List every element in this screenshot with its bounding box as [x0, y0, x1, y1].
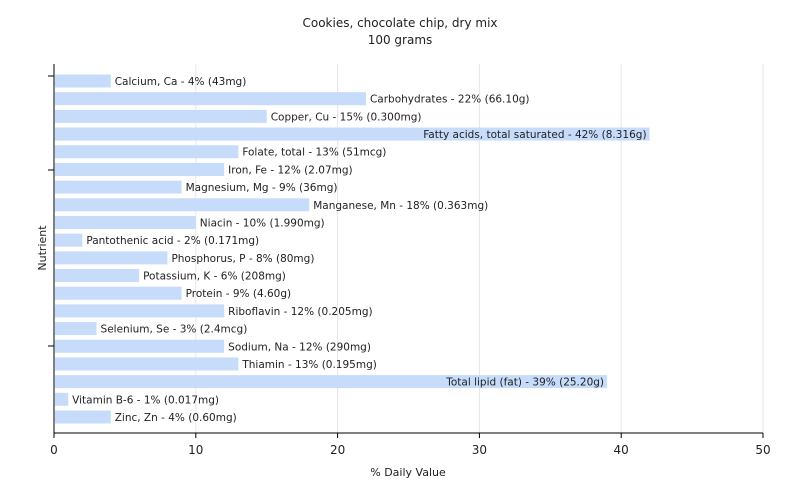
bar-label: Protein - 9% (4.60g) [186, 288, 292, 300]
bar-label: Iron, Fe - 12% (2.07mg) [228, 164, 352, 176]
bar-label: Zinc, Zn - 4% (0.60mg) [115, 412, 237, 424]
bar [55, 92, 366, 106]
bar [55, 198, 310, 212]
chart-title: Cookies, chocolate chip, dry mix [302, 16, 497, 30]
bar [55, 127, 650, 141]
bar [55, 392, 69, 406]
plot-background [54, 64, 763, 433]
bar-label: Vitamin B-6 - 1% (0.017mg) [72, 394, 219, 406]
x-tick-label: 0 [50, 443, 58, 457]
bar [55, 215, 196, 229]
bar-label: Phosphorus, P - 8% (80mg) [171, 253, 314, 265]
chart-subtitle: 100 grams [368, 33, 433, 47]
bar [55, 74, 111, 88]
bar-label: Potassium, K - 6% (208mg) [143, 271, 286, 283]
bar-label: Pantothenic acid - 2% (0.171mg) [86, 235, 259, 247]
bar-label: Carbohydrates - 22% (66.10g) [370, 94, 530, 106]
bar-label: Niacin - 10% (1.990mg) [200, 217, 325, 229]
bar [55, 145, 239, 159]
bar [55, 109, 267, 123]
x-tick-label: 50 [755, 443, 770, 457]
bar [55, 162, 225, 176]
bar-label: Copper, Cu - 15% (0.300mg) [271, 111, 422, 123]
y-axis-title: Nutrient [36, 225, 49, 271]
bar-label: Folate, total - 13% (51mcg) [242, 147, 386, 159]
bar [55, 322, 97, 336]
x-tick-label: 10 [188, 443, 203, 457]
bar-label: Magnesium, Mg - 9% (36mg) [186, 182, 338, 194]
x-tick-labels: 0 10 20 30 40 50 [50, 433, 771, 457]
bar [55, 269, 140, 283]
x-axis-title: % Daily Value [370, 466, 446, 479]
bar-label: Fatty acids, total saturated - 42% (8.31… [423, 129, 646, 141]
bar-label: Sodium, Na - 12% (290mg) [228, 341, 371, 353]
bar [55, 180, 182, 194]
bar [55, 357, 239, 371]
bar-label: Thiamin - 13% (0.195mg) [241, 359, 377, 371]
x-tick-label: 20 [330, 443, 345, 457]
bars: Calcium, Ca - 4% (43mg) Carbohydrates - 2… [55, 74, 650, 424]
bar [55, 286, 182, 300]
bar [55, 339, 225, 353]
bar-label: Manganese, Mn - 18% (0.363mg) [313, 200, 488, 212]
bar [55, 304, 225, 318]
bar [55, 251, 168, 265]
grid-lines [195, 64, 764, 433]
x-tick-label: 40 [614, 443, 629, 457]
bar-label: Selenium, Se - 3% (2.4mcg) [101, 324, 248, 336]
bar-label: Riboflavin - 12% (0.205mg) [228, 306, 372, 318]
axes [48, 64, 763, 434]
bar [55, 233, 83, 247]
bar [55, 375, 608, 389]
x-tick-label: 30 [472, 443, 487, 457]
bar-label: Total lipid (fat) - 39% (25.20g) [445, 377, 604, 389]
bar [55, 410, 111, 424]
bar-label: Calcium, Ca - 4% (43mg) [115, 76, 247, 88]
